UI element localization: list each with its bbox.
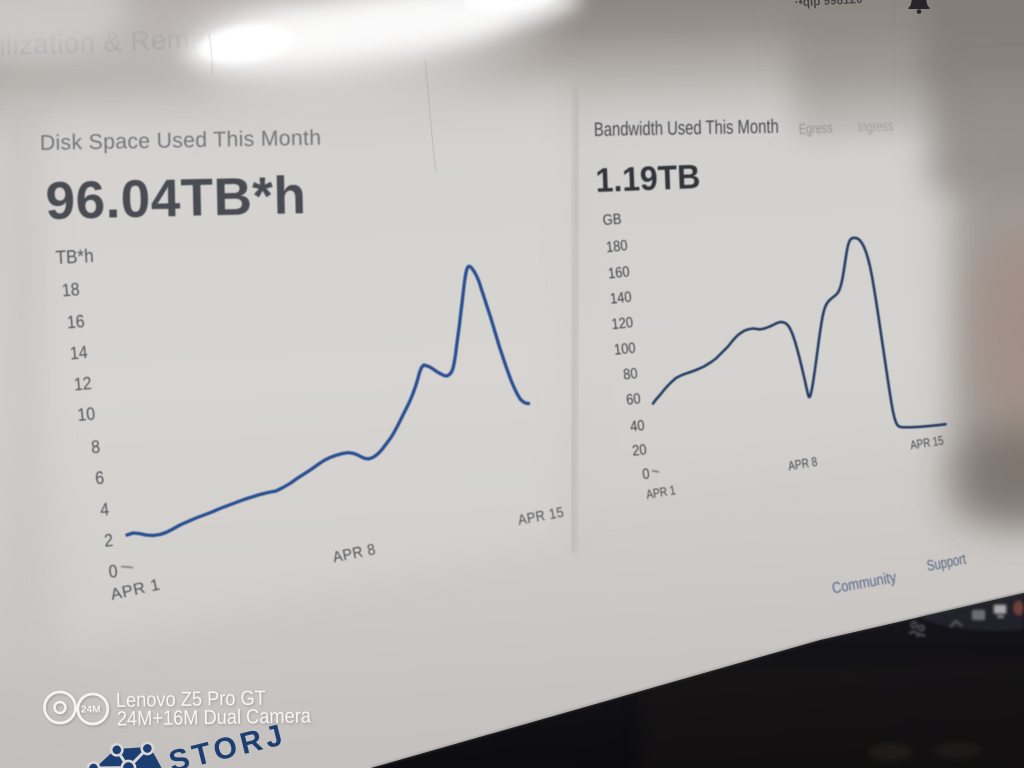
- svg-text:6: 6: [94, 468, 105, 489]
- svg-text:80: 80: [622, 364, 638, 383]
- svg-text:60: 60: [625, 389, 641, 408]
- svg-text:Disk Space Used This Month: Disk Space Used This Month: [40, 126, 322, 156]
- svg-text:Ingress: Ingress: [857, 117, 893, 136]
- svg-text:APR 1: APR 1: [645, 484, 676, 502]
- svg-text:4: 4: [99, 499, 110, 520]
- svg-text:20: 20: [631, 440, 647, 459]
- svg-text:160: 160: [607, 262, 630, 281]
- svg-text:12: 12: [73, 373, 92, 395]
- svg-text:100: 100: [613, 339, 636, 358]
- svg-text:·•qıp 998120: ·•qıp 998120: [794, 0, 863, 10]
- svg-text:2: 2: [103, 530, 114, 551]
- svg-text:Egress: Egress: [798, 119, 833, 137]
- svg-text:24M: 24M: [81, 705, 100, 716]
- svg-text:16: 16: [66, 311, 85, 333]
- svg-text:0: 0: [108, 561, 119, 582]
- svg-text:120: 120: [611, 313, 634, 332]
- svg-text:Lenovo Z5 Pro GT: Lenovo Z5 Pro GT: [117, 688, 267, 714]
- svg-text:14: 14: [69, 342, 88, 364]
- svg-text:1.19TB: 1.19TB: [595, 157, 701, 199]
- svg-text:24M+16M Dual Camera: 24M+16M Dual Camera: [118, 706, 313, 732]
- svg-text:18: 18: [61, 279, 80, 301]
- svg-text:Lenovo Z5 Pro GT: Lenovo Z5 Pro GT: [116, 687, 266, 713]
- svg-text:40: 40: [629, 416, 645, 435]
- svg-text:APR 8: APR 8: [787, 455, 818, 474]
- svg-text:24M+16M Dual Camera: 24M+16M Dual Camera: [117, 704, 312, 730]
- svg-text:GB: GB: [602, 210, 622, 228]
- svg-text:140: 140: [609, 288, 632, 307]
- svg-text:180: 180: [605, 236, 628, 255]
- svg-text:8: 8: [90, 437, 101, 458]
- svg-text:96.04TB*h: 96.04TB*h: [45, 166, 307, 231]
- svg-text:0: 0: [641, 465, 650, 483]
- svg-text:APR 15: APR 15: [909, 434, 944, 452]
- svg-text:TB*h: TB*h: [55, 245, 94, 268]
- svg-text:10: 10: [77, 404, 96, 426]
- svg-text:Bandwidth Used This Month: Bandwidth Used This Month: [594, 115, 779, 141]
- svg-text:24M: 24M: [82, 706, 101, 717]
